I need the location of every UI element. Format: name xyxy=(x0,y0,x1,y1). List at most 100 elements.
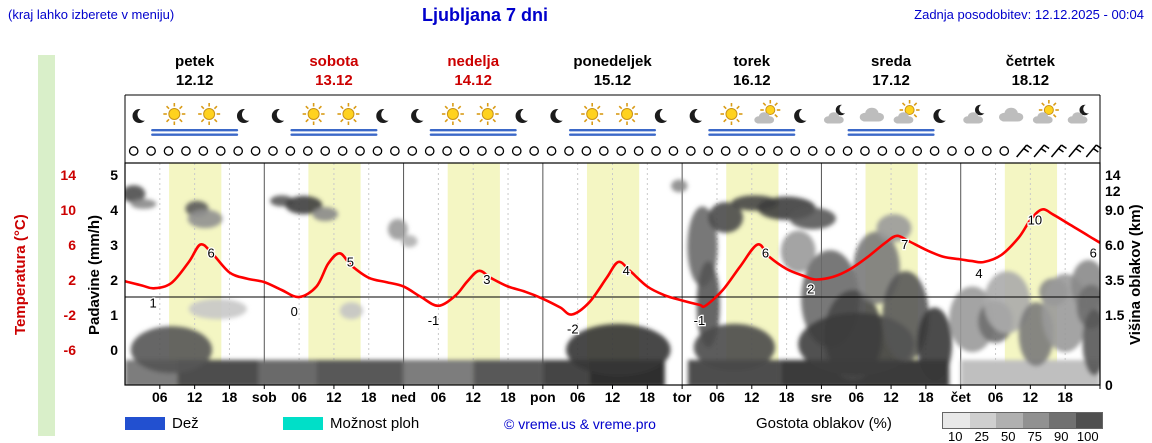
weather-symbol-circle xyxy=(477,146,487,156)
cloud-density-gradient xyxy=(942,412,1103,429)
page-title: Ljubljana 7 dni xyxy=(421,5,548,25)
x-hour-label: 18 xyxy=(918,389,934,405)
cloud-density-swatch xyxy=(1022,413,1049,428)
weather-symbol-circle xyxy=(163,146,174,156)
weather-symbol-circle xyxy=(807,146,818,156)
day-date: 13.12 xyxy=(315,72,353,89)
weather-symbol-circle xyxy=(912,146,923,156)
x-hour-label: 06 xyxy=(430,389,447,405)
day-date: 17.12 xyxy=(872,72,910,89)
temp-tick-label: -2 xyxy=(63,306,76,323)
cloud-density-tick-label: 100 xyxy=(1076,429,1099,443)
temperature-extreme-label: 6 xyxy=(1090,246,1097,261)
wind-barb-icon xyxy=(1050,144,1067,158)
weather-symbol-circle xyxy=(981,146,992,156)
wind-barb-icon xyxy=(1016,144,1033,158)
temperature-extreme-label: 0 xyxy=(291,304,298,319)
weather-symbol-circle xyxy=(250,146,261,156)
x-hour-label: 06 xyxy=(987,389,1004,405)
x-hour-label: 12 xyxy=(186,389,203,405)
x-hour-label: 18 xyxy=(639,389,656,405)
weather-symbol-circle xyxy=(215,146,226,156)
weather-icon-sunfog xyxy=(337,103,360,125)
weather-symbol-circle xyxy=(146,146,156,156)
weather-symbol-circle xyxy=(390,146,400,156)
fog-layer-bar xyxy=(568,133,657,136)
weather-icon-moon xyxy=(550,108,568,123)
cloud-height-tick-label: 9.0 xyxy=(1105,201,1125,218)
temp-tick-label: 2 xyxy=(68,271,76,288)
day-name: sobota xyxy=(309,53,359,70)
day-header-nedelja: nedelja 14.12 xyxy=(418,52,528,90)
cloud-height-tick-label: 14 xyxy=(1105,166,1121,183)
temp-tick-label: 14 xyxy=(60,166,76,183)
weather-symbol-circle xyxy=(407,146,418,156)
weather-symbol-circle xyxy=(268,146,278,156)
weather-symbol-circle xyxy=(128,146,139,156)
weather-symbol-circle xyxy=(494,146,505,156)
temperature-extreme-label: 6 xyxy=(762,246,769,261)
cloud-density-swatch xyxy=(996,413,1023,428)
fog-layer-bar xyxy=(151,129,239,132)
x-hour-label: 12 xyxy=(465,389,481,405)
x-hour-label: 18 xyxy=(778,389,795,405)
weather-symbol-circle xyxy=(285,146,296,156)
weather-icon-moon xyxy=(236,108,255,123)
last-update-label: Zadnja posodobitev: 12.12.2025 - 00:04 xyxy=(914,7,1144,22)
weather-symbol-circle xyxy=(877,146,888,156)
temperature-extreme-label: 1 xyxy=(150,295,157,310)
weather-symbol-circle xyxy=(755,146,766,156)
cloud-density-swatch xyxy=(1049,413,1076,428)
weather-icon-moon xyxy=(376,108,394,123)
temperature-extreme-label: 6 xyxy=(207,246,214,261)
day-header-torek: torek 16.12 xyxy=(697,52,807,90)
day-header-četrtek: četrtek 18.12 xyxy=(975,52,1085,90)
weather-symbol-circle xyxy=(929,146,940,156)
weather-symbol-circle xyxy=(511,146,522,156)
x-hour-label: 12 xyxy=(604,389,621,405)
fog-layer-bar xyxy=(708,133,796,136)
weather-symbol-circle xyxy=(181,146,191,156)
temperature-extreme-label: 3 xyxy=(483,272,490,287)
weather-symbol-circle xyxy=(442,146,452,156)
cloud-density-tick-label: 10 xyxy=(948,429,963,443)
precip-tick-label: 0 xyxy=(110,341,118,358)
fog-layer-bar xyxy=(847,129,935,132)
weather-symbol-circle xyxy=(947,146,957,156)
day-date: 18.12 xyxy=(1011,72,1050,89)
weather-symbol-circle xyxy=(685,146,696,156)
wind-barb-icon xyxy=(1068,144,1085,158)
x-day-label: pon xyxy=(530,389,556,405)
x-hour-label: 18 xyxy=(360,389,377,405)
weather-symbol-circle xyxy=(738,146,748,156)
x-day-label: sre xyxy=(810,389,832,405)
cloud-density-tick-label: 50 xyxy=(1001,429,1016,443)
cloud-cover-layer xyxy=(125,179,1100,385)
weather-icon-moon xyxy=(271,108,290,123)
x-hour-label: 06 xyxy=(152,389,168,405)
cloud-height-tick-label: 0 xyxy=(1105,377,1113,393)
x-hour-label: 12 xyxy=(883,389,899,405)
temp-tick-label: 6 xyxy=(68,236,76,253)
weather-icon-moon xyxy=(411,108,429,123)
day-name: petek xyxy=(175,53,215,70)
weather-symbol-circle xyxy=(546,146,557,156)
weather-icon-sunfog xyxy=(441,103,464,125)
x-hour-label: 06 xyxy=(291,389,307,405)
fog-layer-bar xyxy=(429,133,517,136)
x-day-label: ned xyxy=(391,389,416,405)
day-name: torek xyxy=(733,53,771,70)
weather-symbol-circle xyxy=(459,146,470,156)
weather-symbol-circle xyxy=(999,146,1010,156)
temp-tick-label: -6 xyxy=(63,341,76,358)
weather-icon-cloudmoon xyxy=(1067,104,1093,124)
weather-icon-cloud xyxy=(999,107,1024,122)
fog-layer-bar xyxy=(708,129,796,132)
credit-link[interactable]: © vreme.us & vreme.pro xyxy=(504,416,656,432)
cloud-height-tick-label: 3.5 xyxy=(1105,271,1125,288)
weather-symbol-circle xyxy=(720,146,731,156)
menu-hint-link[interactable]: (kraj lahko izberete v meniju) xyxy=(8,7,175,22)
weather-icon-moon xyxy=(132,108,150,123)
cloud-height-tick-label: 12 xyxy=(1105,183,1121,199)
temperature-extreme-label: 10 xyxy=(1028,213,1042,228)
